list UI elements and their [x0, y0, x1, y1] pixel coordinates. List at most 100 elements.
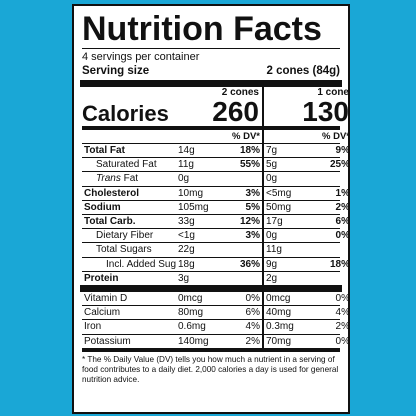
dv-1-cone: 2%: [335, 321, 350, 333]
dv-2-cones: 18%: [239, 145, 260, 156]
amount-2-cones: 14g: [178, 145, 195, 156]
nutrient-name: Protein: [84, 272, 119, 284]
amount-1-cone: 0g: [262, 172, 307, 186]
serving-size-label: Serving size: [82, 65, 150, 77]
column-header-2-cones: 2 cones: [221, 87, 259, 98]
amount-2-cones: 0.6mg: [178, 321, 206, 333]
amount-1-cone: 11g: [262, 243, 307, 257]
dv-2-cones: 3%: [245, 230, 260, 242]
amount-1-cone: 0mcg: [262, 292, 307, 306]
servings-per-container: 4 servings per container: [82, 51, 200, 63]
nutrient-row: Total Carb. 33g 12% 17g 6%: [82, 215, 348, 230]
nutrient-name: Total Sugars: [96, 244, 152, 256]
thick-divider: [80, 80, 342, 87]
amount-2-cones: 22g: [178, 244, 195, 256]
amount-2-cones: 105mg: [178, 201, 209, 213]
amount-1-cone: 0g: [262, 229, 307, 243]
calories-divider: [82, 126, 340, 130]
amount-2-cones: 11g: [178, 159, 194, 171]
amount-1-cone: 17g: [262, 215, 307, 229]
nutrient-name: Dietary Fiber: [96, 230, 154, 242]
dv-1-cone: 2%: [335, 201, 350, 213]
dv-1-cone: 0%: [335, 293, 350, 305]
nutrient-name: Total Carb.: [84, 216, 136, 228]
amount-1-cone: 40mg: [262, 306, 307, 320]
dv-1-cone: [307, 243, 348, 256]
calories-2-cones: 260: [212, 96, 259, 127]
dv-1-cone: [307, 172, 348, 185]
vitamin-row: Potassium 140mg 2% 70mg 0%: [82, 334, 348, 348]
nutrient-name: Trans Fat: [96, 173, 139, 185]
dv-1-cone: 0%: [335, 230, 350, 242]
dv-2-cones: 55%: [239, 159, 260, 171]
dv-1-cone: 1%: [335, 187, 350, 199]
vitamin-row: Calcium 80mg 6% 40mg 4%: [82, 306, 348, 321]
dv-1-cone: 0%: [335, 335, 350, 347]
nutrient-name: Sodium: [84, 201, 121, 213]
dv-1-cone: [307, 272, 348, 285]
amount-1-cone: 5g: [262, 158, 307, 172]
dv-2-cones: 3%: [245, 187, 260, 199]
dv-header-row: % DV* % DV*: [82, 130, 348, 144]
nutrient-name: Potassium: [84, 335, 131, 347]
dv-1-cone: 9%: [335, 145, 350, 156]
amount-2-cones: 10mg: [178, 187, 204, 199]
dv-footnote: * The % Daily Value (DV) tells you how m…: [82, 354, 339, 384]
amount-1-cone: 7g: [262, 144, 307, 158]
footnote-divider: [82, 347, 340, 352]
dv-1-cone: 6%: [335, 216, 350, 228]
dv-2-cones: 2%: [245, 335, 260, 347]
calories-row: Calories 260 130: [82, 96, 348, 127]
amount-2-cones: 80mg: [178, 307, 204, 319]
title-divider: [82, 48, 340, 49]
amount-1-cone: 50mg: [262, 200, 307, 215]
label-title: Nutrition Facts: [82, 10, 322, 48]
dv-2-cones: 0%: [245, 293, 260, 305]
amount-2-cones: 0mcg: [178, 293, 203, 305]
dv-header-2-cones: % DV*: [232, 131, 260, 142]
nutrient-table: Total Fat 14g 18% 7g 9% Saturated Fat 11g 55% 5g…: [82, 144, 348, 286]
calories-label: Calories: [82, 101, 169, 126]
serving-size-row: Serving size 2 cones (84g): [82, 64, 340, 78]
nutrient-name: Iron: [84, 321, 102, 333]
nutrient-row: Total Fat 14g 18% 7g 9%: [82, 144, 348, 159]
nutrient-row: Dietary Fiber <1g 3% 0g 0%: [82, 229, 348, 244]
nutrient-row: Protein 3g 2g: [82, 271, 340, 286]
nutrient-name: Total Fat: [84, 145, 125, 156]
nutrients-divider: [80, 285, 342, 293]
dv-2-cones: [222, 243, 262, 256]
dv-1-cone: 4%: [335, 307, 350, 319]
amount-1-cone: <5mg: [262, 186, 307, 200]
vitamin-table: Vitamin D 0mcg 0% 0mcg 0% Calcium 80mg 6% 40mg 4%…: [82, 292, 348, 348]
amount-2-cones: 140mg: [178, 335, 209, 347]
column-headers: 2 cones 1 cone: [82, 87, 348, 98]
nutrient-row: Trans Fat 0g 0g: [82, 172, 340, 187]
calories-1-cone: 130: [262, 98, 348, 126]
amount-2-cones: <1g: [178, 230, 195, 242]
nutrient-row: Saturated Fat 11g 55% 5g 25%: [82, 158, 348, 173]
dv-1-cone: 25%: [329, 159, 350, 171]
vitamin-row: Vitamin D 0mcg 0% 0mcg 0%: [82, 292, 348, 307]
vitamin-row: Iron 0.6mg 4% 0.3mg 2%: [82, 320, 348, 335]
nutrient-row: Sodium 105mg 5% 50mg 2%: [82, 200, 348, 216]
nutrient-name: Incl. Added Sugars: [106, 258, 176, 270]
amount-1-cone: 9g: [262, 257, 307, 271]
nutrient-name: Cholesterol: [84, 187, 140, 199]
serving-size-value: 2 cones (84g): [266, 65, 341, 77]
dv-2-cones: 5%: [245, 201, 260, 213]
nutrient-row: Incl. Added Sugars18g 36%9g 18%: [82, 257, 348, 272]
amount-2-cones: 0g: [178, 173, 190, 185]
amount-2-cones: 18g: [178, 258, 195, 270]
nutrient-name: Saturated Fat: [96, 159, 157, 171]
dv-2-cones: [222, 272, 262, 285]
nutrition-facts-panel: Nutrition Facts 4 servings per container…: [72, 4, 350, 414]
amount-1-cone: 0.3mg: [262, 320, 307, 334]
amount-2-cones: 33g: [178, 216, 195, 228]
dv-2-cones: 6%: [245, 307, 260, 319]
dv-2-cones: [222, 172, 262, 185]
dv-1-cone: 18%: [329, 258, 350, 270]
amount-2-cones: 3g: [178, 272, 190, 284]
dv-2-cones: 36%: [239, 258, 260, 270]
dv-2-cones: 12%: [239, 216, 260, 228]
nutrient-row: Cholesterol 10mg 3% <5mg 1%: [82, 186, 348, 201]
